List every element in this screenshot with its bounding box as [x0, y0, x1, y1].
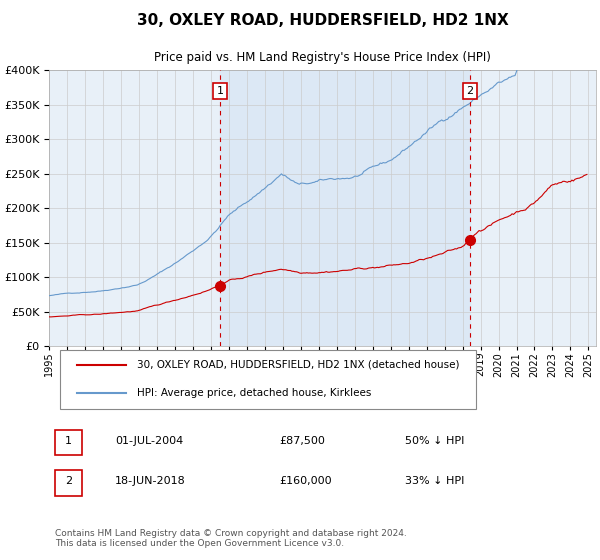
Text: Contains HM Land Registry data © Crown copyright and database right 2024.
This d: Contains HM Land Registry data © Crown c…	[55, 529, 407, 548]
Text: £160,000: £160,000	[279, 476, 332, 486]
Text: 18-JUN-2018: 18-JUN-2018	[115, 476, 186, 486]
Text: 01-JUL-2004: 01-JUL-2004	[115, 436, 183, 446]
Text: 30, OXLEY ROAD, HUDDERSFIELD, HD2 1NX (detached house): 30, OXLEY ROAD, HUDDERSFIELD, HD2 1NX (d…	[137, 360, 460, 370]
FancyBboxPatch shape	[55, 470, 82, 496]
FancyBboxPatch shape	[55, 430, 82, 455]
Text: 1: 1	[217, 86, 224, 96]
Text: 33% ↓ HPI: 33% ↓ HPI	[404, 476, 464, 486]
Text: 50% ↓ HPI: 50% ↓ HPI	[404, 436, 464, 446]
FancyBboxPatch shape	[61, 349, 476, 409]
Text: £87,500: £87,500	[279, 436, 325, 446]
Bar	[220, 71, 470, 346]
Text: 2: 2	[65, 476, 72, 486]
Text: 2: 2	[466, 86, 473, 96]
Text: 1: 1	[65, 436, 72, 446]
Text: Price paid vs. HM Land Registry's House Price Index (HPI): Price paid vs. HM Land Registry's House …	[154, 50, 491, 64]
Text: 30, OXLEY ROAD, HUDDERSFIELD, HD2 1NX: 30, OXLEY ROAD, HUDDERSFIELD, HD2 1NX	[137, 13, 508, 28]
Text: HPI: Average price, detached house, Kirklees: HPI: Average price, detached house, Kirk…	[137, 388, 371, 398]
